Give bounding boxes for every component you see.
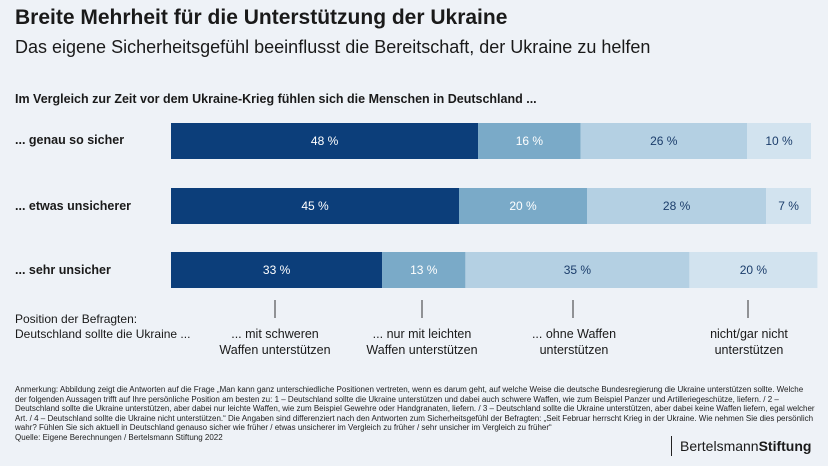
footnote: Anmerkung: Abbildung zeigt die Antworten… bbox=[15, 385, 815, 443]
chart-title: Breite Mehrheit für die Unterstützung de… bbox=[15, 6, 508, 29]
legend-heavy-weapons: ... mit schweren Waffen unterstützen bbox=[219, 327, 331, 357]
bar-segment-row1-series2 bbox=[478, 123, 581, 159]
row-label-genau-so-sicher: ... genau so sicher bbox=[15, 133, 125, 147]
value-label-row1-series3: 26 % bbox=[650, 134, 678, 148]
value-label-row2-series4: 7 % bbox=[778, 199, 799, 213]
bar-segment-row1-series3 bbox=[580, 123, 747, 159]
bar-segment-row1-series4 bbox=[747, 123, 811, 159]
legend-no-weapons: ... ohne Waffen unterstützen bbox=[531, 327, 617, 357]
bar-segment-row2-series4 bbox=[766, 188, 811, 224]
value-label-row2-series1: 45 % bbox=[301, 199, 329, 213]
bar-segment-row2-series1 bbox=[171, 188, 459, 224]
source-text: Quelle: Eigene Berechnungen / Bertelsman… bbox=[15, 432, 223, 442]
bar-segment-row3-series3 bbox=[465, 252, 690, 288]
position-label-line-2: Deutschland sollte die Ukraine ... bbox=[15, 327, 191, 341]
question-text: Im Vergleich zur Zeit vor dem Ukraine-Kr… bbox=[15, 92, 537, 106]
bar-segment-row3-series4 bbox=[689, 252, 818, 288]
value-label-row1-series1: 48 % bbox=[311, 134, 339, 148]
bertelsmann-logo: BertelsmannStiftung bbox=[671, 436, 811, 456]
bar-segment-row2-series3 bbox=[587, 188, 767, 224]
value-label-row3-series2: 13 % bbox=[410, 263, 438, 277]
logo-part-1: Bertelsmann bbox=[680, 438, 759, 454]
bar-segment-row3-series2 bbox=[382, 252, 466, 288]
value-label-row2-series2: 20 % bbox=[509, 199, 537, 213]
bar-segment-row1-series1 bbox=[171, 123, 479, 159]
position-label-line-1: Position der Befragten: bbox=[15, 312, 138, 326]
value-label-row3-series1: 33 % bbox=[263, 263, 291, 277]
logo-part-2: Stiftung bbox=[758, 438, 812, 454]
footnote-text: Anmerkung: Abbildung zeigt die Antworten… bbox=[15, 385, 815, 433]
value-label-row3-series3: 35 % bbox=[564, 263, 592, 277]
bar-segment-row3-series1 bbox=[171, 252, 383, 288]
legend-no-support: nicht/gar nicht unterstützen bbox=[710, 327, 788, 357]
bar-segment-row2-series2 bbox=[459, 188, 587, 224]
value-label-row1-series2: 16 % bbox=[516, 134, 544, 148]
chart-subtitle: Das eigene Sicherheitsgefühl beeinflusst… bbox=[15, 37, 651, 57]
position-label: Position der Befragten: Deutschland soll… bbox=[15, 312, 190, 342]
value-label-row2-series3: 28 % bbox=[663, 199, 691, 213]
legend-light-weapons: ... nur mit leichten Waffen unterstützen bbox=[366, 327, 478, 357]
value-label-row1-series4: 10 % bbox=[765, 134, 793, 148]
row-label-etwas-unsicherer: ... etwas unsicherer bbox=[15, 199, 132, 213]
value-label-row3-series4: 20 % bbox=[740, 263, 768, 277]
row-label-sehr-unsicher: ... sehr unsicher bbox=[15, 263, 111, 277]
